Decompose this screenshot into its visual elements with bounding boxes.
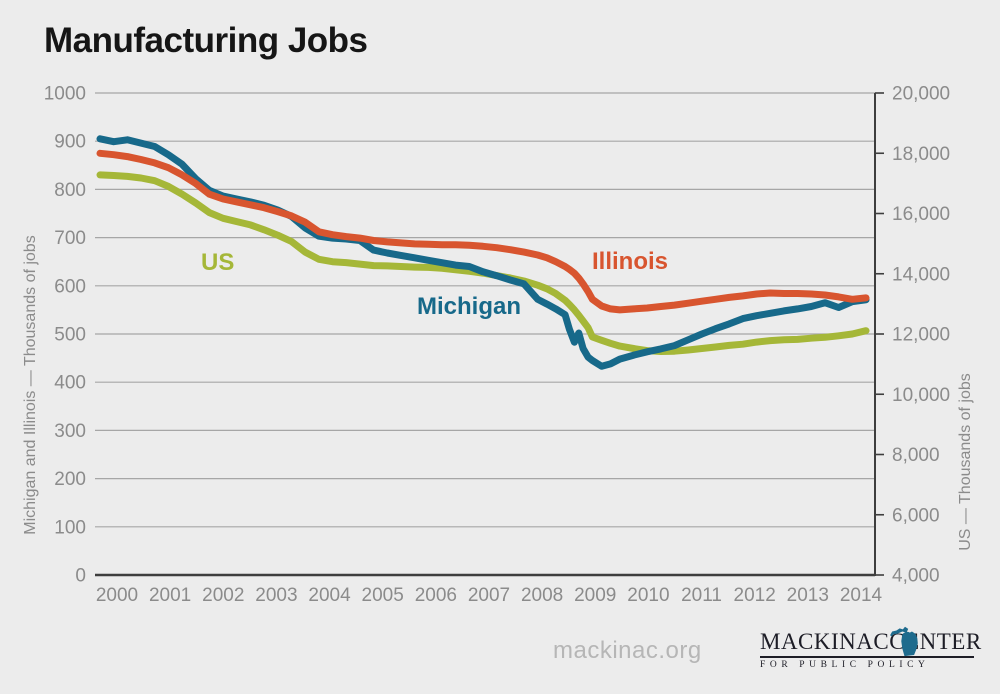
right-axis-tick-label: 6,000 [892,505,940,526]
left-axis-title: Michigan and Illinois — Thousands of job… [22,235,39,535]
left-axis-tick-label: 700 [54,228,86,249]
x-axis-tick-label: 2009 [574,585,616,606]
left-axis-tick-label: 900 [54,132,86,153]
x-axis-tick-label: 2012 [734,585,776,606]
logo-name-row: MACKINAC CENTER [760,626,981,657]
michigan-map-glyph [890,626,919,657]
right-axis-tick-label: 4,000 [892,566,940,587]
x-axis-tick-label: 2005 [362,585,404,606]
mackinac-center-logo: MACKINAC CENTER FOR PUBLIC POLICY [760,626,981,670]
right-axis-tick-label: 16,000 [892,204,950,225]
series-label-michigan: Michigan [417,293,522,320]
right-axis-tick-label: 20,000 [892,84,950,105]
x-axis-tick-label: 2010 [627,585,669,606]
right-axis-tick-label: 12,000 [892,325,950,346]
left-axis-tick-label: 0 [75,566,86,587]
right-axis-tick-label: 18,000 [892,144,950,165]
x-axis-tick-label: 2014 [840,585,883,606]
left-axis-tick-label: 500 [54,325,86,346]
right-axis-tick-label: 14,000 [892,264,950,285]
logo-tagline: FOR PUBLIC POLICY [760,660,930,670]
x-axis-tick-label: 2000 [96,585,138,606]
x-axis-tick-label: 2006 [415,585,457,606]
x-axis-tick-label: 2003 [255,585,297,606]
series-label-us: US [201,249,235,276]
left-axis-tick-label: 600 [54,276,86,297]
series-line-illinois [96,149,870,314]
right-axis-tick-label: 10,000 [892,385,950,406]
right-axis-title: US — Thousands of jobs [957,373,974,551]
right-axis-tick-label: 8,000 [892,445,940,466]
left-axis-tick-label: 1000 [44,84,86,105]
x-axis-tick-label: 2007 [468,585,510,606]
x-axis-tick-label: 2002 [202,585,244,606]
x-axis-tick-label: 2004 [308,585,351,606]
chart-title: Manufacturing Jobs [44,21,368,60]
series-label-illinois: Illinois [592,248,669,275]
site-url: mackinac.org [553,637,702,664]
left-axis-tick-label: 100 [54,517,86,538]
left-axis-tick-label: 800 [54,180,86,201]
x-axis-tick-label: 2008 [521,585,563,606]
x-axis-tick-label: 2011 [681,585,722,606]
x-axis-tick-label: 2001 [149,585,191,606]
left-axis-tick-label: 400 [54,373,86,394]
left-axis-tick-label: 300 [54,421,86,442]
logo-text-mackinac: MACKINAC [760,629,890,654]
x-axis-tick-label: 2013 [787,585,829,606]
logo-divider [760,656,974,658]
left-axis-tick-label: 200 [54,469,86,490]
